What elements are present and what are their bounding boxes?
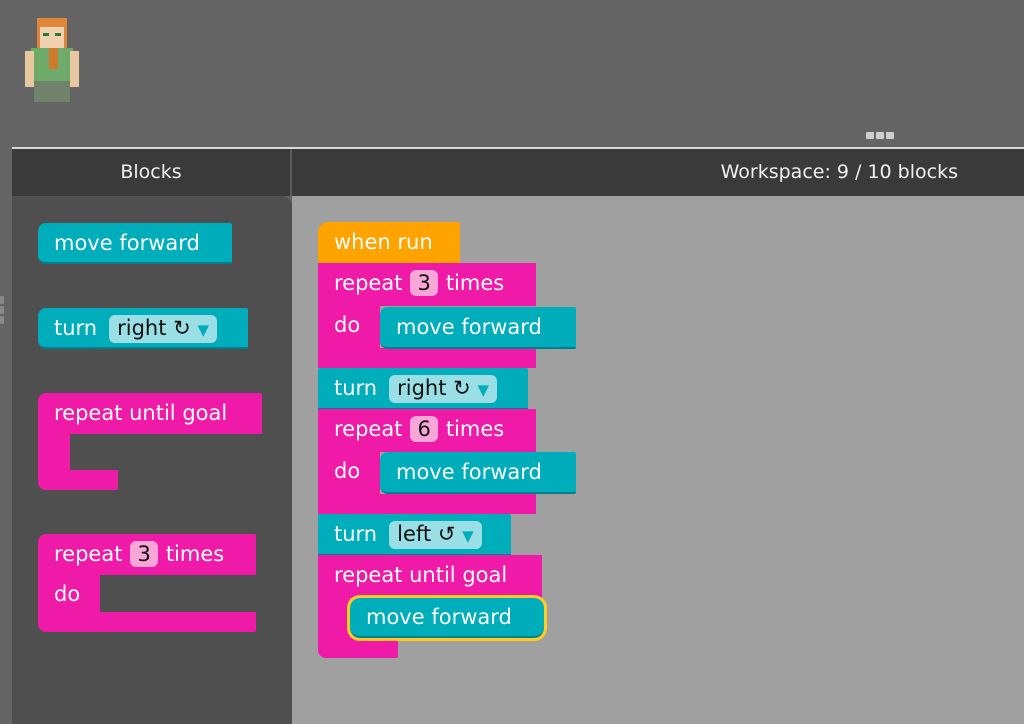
repeat-count-input[interactable]: 3 bbox=[410, 270, 438, 296]
block-bottom bbox=[318, 638, 398, 658]
character-avatar bbox=[25, 18, 79, 102]
block-label: do bbox=[54, 582, 81, 606]
when-run-block[interactable]: when run bbox=[318, 222, 460, 264]
direction-dropdown[interactable]: right ↻ ▼ bbox=[109, 315, 217, 343]
block-label: turn bbox=[54, 316, 98, 340]
block-label: times bbox=[165, 542, 225, 566]
dropdown-arrow-icon: ▼ bbox=[462, 527, 474, 545]
move-forward-block[interactable]: move forward bbox=[380, 452, 576, 494]
header-bar: Blocks Workspace: 9 / 10 blocks bbox=[12, 149, 1024, 196]
repeat-count-input[interactable]: 3 bbox=[130, 541, 158, 567]
repeat-count-input[interactable]: 6 bbox=[410, 416, 438, 442]
block-do: do bbox=[318, 451, 380, 495]
block-label: when run bbox=[334, 230, 433, 254]
move-forward-block[interactable]: move forward bbox=[380, 307, 576, 349]
block-top: repeat 6 times bbox=[318, 409, 536, 452]
block-spine bbox=[38, 433, 70, 471]
block-label: repeat bbox=[334, 417, 403, 441]
divider bbox=[12, 147, 1024, 149]
block-bottom bbox=[38, 612, 256, 632]
block-top: repeat until goal bbox=[318, 555, 542, 598]
dropdown-value: left ↺ bbox=[397, 522, 456, 546]
block-label: move forward bbox=[54, 231, 200, 255]
blocks-title: Blocks bbox=[12, 149, 292, 196]
block-label: move forward bbox=[366, 605, 512, 629]
workspace-block-count: Workspace: 9 / 10 blocks bbox=[720, 161, 958, 183]
resize-handle[interactable] bbox=[0, 296, 4, 326]
block-label: do bbox=[334, 313, 361, 337]
dropdown-value: right ↻ bbox=[397, 376, 471, 400]
block-label: times bbox=[445, 417, 505, 441]
block-label: repeat until goal bbox=[334, 563, 508, 587]
dropdown-arrow-icon: ▼ bbox=[197, 321, 209, 339]
block-label: repeat bbox=[54, 542, 123, 566]
turn-left-block[interactable]: turn left ↺ ▼ bbox=[318, 514, 511, 556]
dropdown-value: right ↻ bbox=[117, 316, 191, 340]
block-label: repeat until goal bbox=[54, 401, 228, 425]
block-label: turn bbox=[334, 522, 378, 546]
block-label: do bbox=[334, 459, 361, 483]
block-label: move forward bbox=[396, 460, 542, 484]
block-label: times bbox=[445, 271, 505, 295]
block-label: repeat bbox=[334, 271, 403, 295]
block-top: repeat 3 times bbox=[318, 263, 536, 306]
block-bottom bbox=[38, 470, 118, 490]
turn-right-block[interactable]: turn right ↻ ▼ bbox=[318, 368, 528, 410]
more-options-button[interactable] bbox=[866, 132, 894, 139]
direction-dropdown[interactable]: left ↺ ▼ bbox=[389, 521, 482, 549]
block-top: repeat 3 times bbox=[38, 534, 256, 575]
toolbox-move-forward-block[interactable]: move forward bbox=[38, 223, 232, 264]
dropdown-arrow-icon: ▼ bbox=[477, 381, 489, 399]
block-label: turn bbox=[334, 376, 378, 400]
block-bottom bbox=[318, 494, 536, 514]
block-bottom bbox=[318, 348, 536, 368]
selected-move-forward-block[interactable]: move forward bbox=[347, 595, 547, 641]
direction-dropdown[interactable]: right ↻ ▼ bbox=[389, 375, 497, 403]
block-spine bbox=[318, 597, 350, 639]
block-do: do bbox=[38, 574, 100, 613]
block-top: repeat until goal bbox=[38, 393, 262, 434]
block-do: do bbox=[318, 305, 380, 349]
toolbox-turn-block[interactable]: turn right ↻ ▼ bbox=[38, 308, 248, 349]
block-label: move forward bbox=[396, 315, 542, 339]
